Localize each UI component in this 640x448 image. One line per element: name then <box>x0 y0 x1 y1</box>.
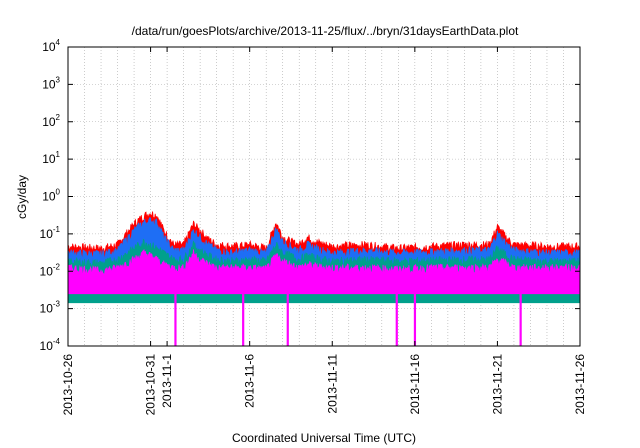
x-tick-label: 2013-10-26 <box>61 354 75 416</box>
y-tick-label: 102 <box>42 113 60 129</box>
y-tick-label: 104 <box>42 38 60 54</box>
series-area-3 <box>67 249 581 295</box>
x-tick-label: 2013-11-26 <box>573 354 587 415</box>
series-dropout <box>519 293 522 346</box>
x-tick-label: 2013-11-16 <box>408 354 422 415</box>
series-dropout <box>413 293 417 346</box>
x-axis-label: Coordinated Universal Time (UTC) <box>232 431 416 445</box>
y-axis: 10-4 10-3 10-2 10-1 100 101 102 103 104 <box>40 38 580 353</box>
x-tick-label: 2013-11-1 <box>160 354 174 408</box>
y-tick-label: 103 <box>42 75 60 91</box>
series-dropout <box>242 293 245 346</box>
x-tick-label: 2013-10-31 <box>144 354 158 416</box>
chart-title: /data/run/goesPlots/archive/2013-11-25/f… <box>132 24 519 38</box>
y-tick-label: 10-1 <box>40 225 61 241</box>
x-tick-label: 2013-11-11 <box>325 354 339 414</box>
series-dropout <box>174 293 177 346</box>
x-axis: 2013-10-26 2013-10-31 2013-11-1 2013-11-6 20… <box>61 47 587 415</box>
y-tick-label: 10-2 <box>40 262 61 278</box>
series-dropout <box>395 293 398 346</box>
y-tick-label: 10-4 <box>40 337 61 353</box>
x-tick-label: 2013-11-21 <box>490 354 504 415</box>
y-tick-label: 101 <box>42 150 60 166</box>
x-tick-label: 2013-11-6 <box>243 354 257 408</box>
series-dropout <box>286 293 289 346</box>
y-tick-label: 10-3 <box>40 300 61 316</box>
series-layer <box>67 211 581 346</box>
y-tick-label: 100 <box>42 188 60 204</box>
y-axis-label: cGy/day <box>15 175 29 219</box>
